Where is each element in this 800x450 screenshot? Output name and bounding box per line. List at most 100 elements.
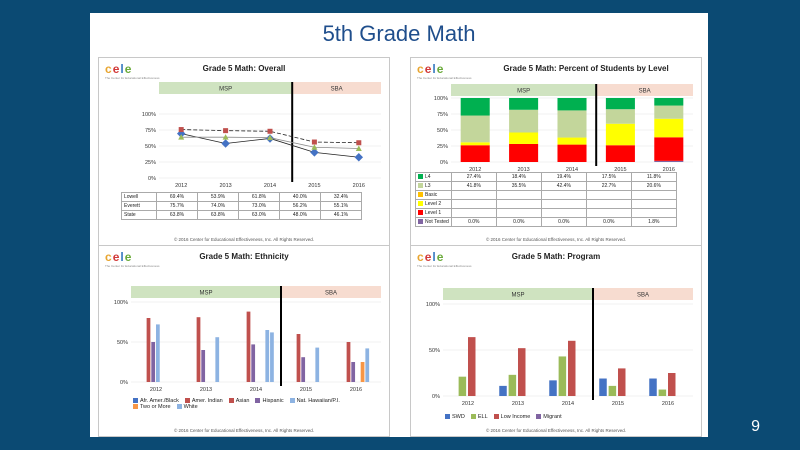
bar <box>365 348 370 382</box>
legend-label: L3 <box>425 183 431 189</box>
data-point <box>310 148 319 157</box>
y-tick-label: 75% <box>145 128 156 134</box>
band-label-msp: MSP <box>199 291 212 297</box>
band-label-sba: SBA <box>637 293 649 299</box>
y-tick-label: 100% <box>114 300 128 306</box>
table-cell <box>585 208 632 218</box>
legend-item: White <box>176 404 198 410</box>
legend-swatch <box>418 210 423 216</box>
logo-subtitle: The Center for Educational Effectiveness <box>105 264 160 268</box>
table-cell: 61.8% <box>238 192 280 202</box>
legend-swatch <box>445 414 450 420</box>
y-tick-label: 25% <box>145 160 156 166</box>
series-name: Level 2 <box>415 199 452 209</box>
data-point <box>178 134 185 140</box>
table-cell <box>585 190 632 200</box>
table-cell <box>540 190 587 200</box>
y-tick-label: 0% <box>432 394 440 400</box>
table-cell: 63.8% <box>156 210 198 220</box>
bar <box>608 385 617 396</box>
legend-swatch <box>493 414 499 420</box>
table-cell: 0.0% <box>540 217 587 227</box>
table-cell: 1.8% <box>630 217 677 227</box>
x-tick-label: 2014 <box>562 401 574 407</box>
table-cell: 63.0% <box>238 210 280 220</box>
bar-segment <box>654 118 684 138</box>
table-cell: 27.4% <box>450 172 497 182</box>
panel-program: cele The Center for Educational Effectiv… <box>410 245 702 437</box>
x-tick-label: 2014 <box>264 183 276 189</box>
bar-segment <box>557 144 587 162</box>
bar <box>246 311 251 382</box>
y-tick-label: 50% <box>429 348 440 354</box>
cele-logo: cele <box>417 62 445 76</box>
band-msp <box>159 82 293 94</box>
table-cell: 22.7% <box>585 181 632 191</box>
band-sba <box>292 82 381 94</box>
data-point <box>356 140 362 146</box>
bar <box>296 334 301 382</box>
legend-swatch <box>133 404 138 410</box>
data-point <box>311 144 318 150</box>
y-tick-label: 100% <box>426 302 440 308</box>
band-msp <box>443 288 593 300</box>
bar <box>649 378 657 396</box>
legend-label: Hispanic <box>262 398 284 404</box>
logo-subtitle: The Center for Educational Effectiveness <box>105 76 160 80</box>
band-msp <box>451 84 597 96</box>
bar <box>251 344 256 382</box>
data-point <box>178 127 184 133</box>
bar-segment <box>605 98 635 110</box>
bar-segment <box>509 109 539 133</box>
bar <box>360 362 365 382</box>
table-cell: 74.0% <box>197 201 239 211</box>
table-cell: 11.8% <box>630 172 677 182</box>
table-cell: 18.4% <box>495 172 542 182</box>
band-label-sba: SBA <box>331 87 343 93</box>
levels-data-table: L4 27.4% 18.4% 19.4% 17.5% 11.8% L3 41.8% 35.5% 4… <box>415 172 677 227</box>
cele-logo: cele <box>105 62 133 76</box>
bar <box>215 337 220 382</box>
bar <box>196 317 201 382</box>
panel-ethnicity: cele The Center for Educational Effectiv… <box>98 245 390 437</box>
y-tick-label: 0% <box>120 380 128 386</box>
legend-item: Two or More <box>133 404 171 410</box>
table-cell <box>450 199 497 209</box>
table-cell: 0.0% <box>450 217 497 227</box>
x-tick-label: 2013 <box>200 387 212 393</box>
legend-swatch <box>418 174 423 180</box>
band-label-sba: SBA <box>639 89 651 95</box>
legend-item: Amer. Indian <box>184 398 223 404</box>
series-name: Basic <box>415 190 452 200</box>
legend-swatch <box>289 398 295 404</box>
legend-swatch <box>176 404 182 410</box>
band-label-msp: MSP <box>219 87 232 93</box>
table-row: Level 2 <box>415 199 677 209</box>
x-tick-label: 2016 <box>663 167 675 173</box>
overall-chart: MSP SBA 100% 75% 50% 25% 0% 2012 2013 2014 2015 201… <box>142 82 381 189</box>
data-point <box>267 128 273 134</box>
table-cell: 41.8% <box>450 181 497 191</box>
bar <box>151 342 156 382</box>
bar-segment <box>460 98 490 116</box>
series-name: L3 <box>415 181 452 191</box>
table-row: Level 1 <box>415 208 677 218</box>
legend-swatch <box>470 414 476 420</box>
table-row: L3 41.8% 35.5% 42.4% 22.7% 20.6% <box>415 181 677 191</box>
bar <box>201 350 206 382</box>
band-label-sba: SBA <box>325 291 337 297</box>
x-tick-label: 2015 <box>308 183 320 189</box>
data-point <box>355 145 362 151</box>
levels-chart: MSP SBA 100% 75% 50% 25% 0% 2012 2013 2014 2015 201… <box>434 84 693 173</box>
legend-label: Two or More <box>140 404 171 410</box>
legend-label: White <box>183 404 198 410</box>
bar <box>146 318 151 382</box>
y-tick-label: 50% <box>145 144 156 150</box>
y-tick-label: 25% <box>437 144 448 150</box>
band-label-msp: MSP <box>517 89 530 95</box>
y-tick-label: 50% <box>437 128 448 134</box>
series-name: Not Tested <box>415 217 452 227</box>
bar-segment <box>460 115 490 143</box>
y-tick-label: 100% <box>434 96 448 102</box>
table-row: State 63.8% 63.8% 63.0% 48.0% 46.1% <box>121 210 362 220</box>
